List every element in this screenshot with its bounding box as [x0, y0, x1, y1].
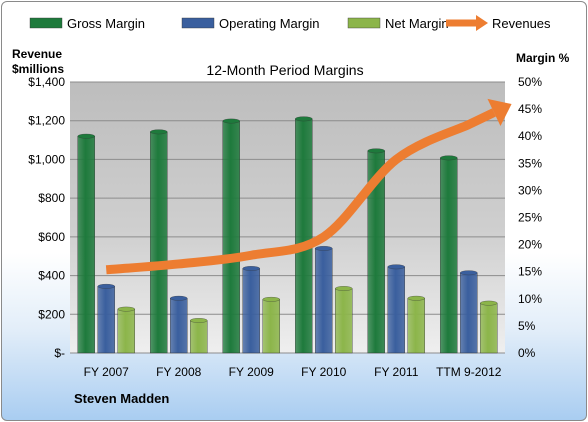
legend-label: Gross Margin	[67, 16, 145, 31]
bar-operating-margin	[460, 270, 478, 354]
right-tick-label: 0%	[518, 346, 536, 360]
legend-item: Net Margin	[347, 16, 449, 31]
plot-area	[70, 82, 505, 353]
bar-net-margin	[335, 286, 353, 354]
right-tick-label: 40%	[518, 129, 542, 143]
revenue-line	[105, 108, 496, 275]
left-axis-label-line2: $millions	[12, 62, 64, 76]
category-label: FY 2009	[229, 365, 274, 379]
bar-net-margin	[407, 295, 425, 354]
bar-net-margin	[262, 296, 280, 354]
right-tick-label: 15%	[518, 265, 542, 279]
left-tick-label: $1,000	[28, 152, 65, 166]
category-label: FY 2010	[301, 365, 346, 379]
bar-operating-margin	[97, 283, 115, 354]
bar-operating-margin	[315, 246, 333, 354]
bar-operating-margin	[170, 295, 188, 354]
left-axis-label-line1: Revenue	[12, 47, 62, 61]
bar-gross-margin	[77, 133, 95, 354]
legend-item: Revenues	[446, 15, 551, 31]
legend-label: Revenues	[492, 16, 551, 31]
bar-net-margin	[480, 300, 498, 354]
bar-gross-margin	[150, 129, 168, 354]
right-tick-label: 25%	[518, 211, 542, 225]
category-label: FY 2011	[374, 365, 419, 379]
bar-operating-margin	[387, 264, 405, 354]
right-tick-label: 20%	[518, 238, 542, 252]
bar-gross-margin	[222, 118, 240, 354]
left-tick-label: $800	[38, 191, 65, 205]
bar-operating-margin	[242, 266, 260, 354]
right-axis-label: Margin %	[516, 51, 570, 65]
chart-title: 12-Month Period Margins	[206, 62, 363, 78]
bar-gross-margin	[367, 148, 385, 354]
category-label: FY 2008	[156, 365, 201, 379]
legend-item: Operating Margin	[181, 16, 319, 31]
bar-net-margin	[190, 318, 208, 354]
left-tick-label: $-	[54, 346, 65, 360]
legend: Gross Margin Operating Margin Net Margin Re…	[29, 15, 551, 31]
legend-label: Net Margin	[385, 16, 449, 31]
bar-gross-margin	[440, 155, 458, 354]
right-tick-label: 50%	[518, 75, 542, 89]
category-label: TTM 9-2012	[436, 365, 502, 379]
left-tick-label: $1,400	[28, 75, 65, 89]
left-tick-label: $400	[38, 269, 65, 283]
legend-item: Gross Margin	[29, 16, 145, 31]
right-tick-label: 30%	[518, 183, 542, 197]
right-tick-label: 45%	[518, 102, 542, 116]
right-tick-label: 5%	[518, 319, 536, 333]
left-tick-label: $600	[38, 230, 65, 244]
revenue-arrowhead	[487, 98, 512, 126]
legend-label: Operating Margin	[219, 16, 319, 31]
category-label: FY 2007	[84, 365, 129, 379]
bar-net-margin	[117, 306, 135, 354]
bar-gross-margin	[295, 116, 313, 354]
left-tick-label: $1,200	[28, 114, 65, 128]
company-name: Steven Madden	[74, 391, 169, 406]
left-tick-label: $200	[38, 307, 65, 321]
right-tick-label: 10%	[518, 292, 542, 306]
right-tick-label: 35%	[518, 156, 542, 170]
